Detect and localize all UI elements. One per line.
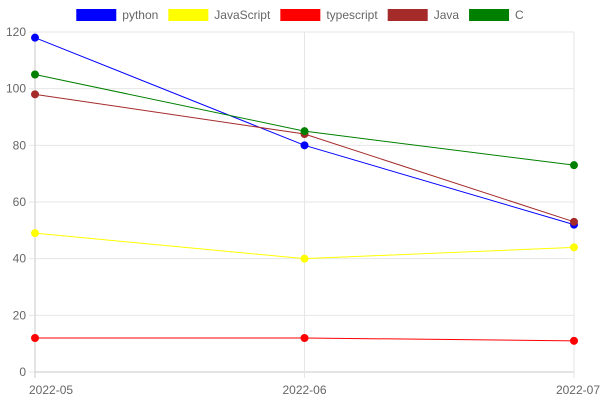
legend-item-typescript[interactable]: typescript (280, 8, 378, 22)
legend-item-python[interactable]: python (76, 8, 158, 22)
legend-label: typescript (326, 8, 378, 22)
axis-layer: 0 20 40 60 80 100 120 2022-05 2022-06 2022-07 (6, 25, 600, 397)
series-javascript (31, 229, 578, 263)
data-point[interactable] (570, 161, 578, 170)
data-point[interactable] (570, 217, 578, 226)
data-point[interactable] (31, 33, 39, 42)
x-tick-label: 2022-06 (282, 383, 326, 397)
legend-label: C (515, 8, 524, 22)
grid-layer (34, 31, 575, 378)
series-c (31, 70, 578, 170)
legend-item-java[interactable]: Java (387, 8, 460, 22)
legend-swatch (280, 9, 321, 21)
data-point[interactable] (31, 70, 39, 79)
data-point[interactable] (31, 90, 39, 99)
y-tick-label: 0 (19, 365, 26, 379)
data-point[interactable] (31, 334, 39, 342)
data-point[interactable] (300, 254, 309, 263)
legend-label: JavaScript (214, 8, 271, 22)
legend-label: python (122, 8, 158, 22)
y-tick-label: 60 (13, 195, 27, 209)
legend-swatch (168, 9, 209, 21)
data-point[interactable] (570, 336, 578, 345)
y-tick-label: 80 (13, 138, 27, 152)
x-tick-label: 2022-07 (556, 383, 600, 397)
data-point[interactable] (31, 229, 39, 238)
series-typescript (31, 334, 578, 345)
legend[interactable]: python JavaScript typescript Java C (76, 8, 524, 22)
y-tick-label: 40 (13, 252, 27, 266)
legend-swatch (387, 9, 428, 21)
data-point[interactable] (570, 243, 578, 252)
y-tick-label: 20 (13, 308, 27, 322)
x-tick-label: 2022-05 (29, 383, 73, 397)
series-layer (31, 33, 578, 345)
legend-item-c[interactable]: C (469, 8, 524, 22)
data-point[interactable] (300, 141, 309, 150)
data-point[interactable] (300, 127, 309, 136)
legend-swatch (469, 9, 510, 21)
series-python (31, 33, 578, 229)
y-tick-label: 120 (6, 25, 26, 39)
data-point[interactable] (300, 334, 309, 342)
y-tick-label: 100 (6, 82, 26, 96)
legend-swatch (76, 9, 117, 21)
legend-item-javascript[interactable]: JavaScript (168, 8, 271, 22)
legend-label: Java (434, 8, 460, 22)
